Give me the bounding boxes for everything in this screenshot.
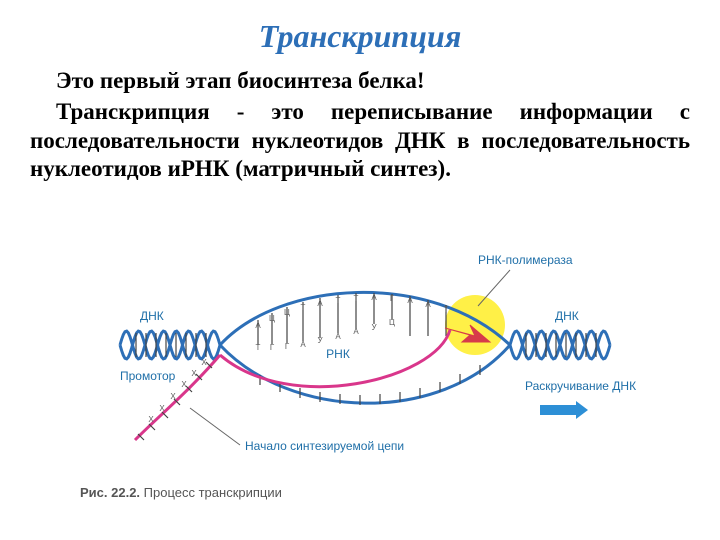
tail-x-letter: Х bbox=[191, 369, 197, 378]
dna-base-letter: А bbox=[371, 293, 377, 302]
dna-base-letter: Т bbox=[354, 294, 359, 303]
tail-x-letter: Х bbox=[181, 380, 187, 389]
rna-base-letter: Т bbox=[256, 343, 261, 352]
figure-caption-text: Процесс транскрипции bbox=[144, 485, 282, 500]
dna-base-letter: А bbox=[425, 300, 431, 309]
rna-base-letter: Г bbox=[285, 342, 290, 351]
polymerase-highlight bbox=[445, 295, 505, 355]
figure-caption: Рис. 22.2. Процесс транскрипции bbox=[80, 485, 282, 500]
rna-base-letter: Ц bbox=[389, 318, 395, 327]
dna-base-letter: Т bbox=[301, 303, 306, 312]
unwinding-arrow-icon bbox=[540, 401, 588, 419]
dna-base-letter: А bbox=[317, 299, 323, 308]
dna-base-letter: Г bbox=[390, 294, 395, 303]
diagram-label: РНК-полимераза bbox=[478, 253, 573, 267]
rna-base-letter: А bbox=[335, 332, 341, 341]
rna-base-letter: У bbox=[317, 336, 323, 345]
rna-base-letter: А bbox=[300, 340, 306, 349]
diagram-label: Раскручивание ДНК bbox=[525, 379, 636, 393]
diagram-label: Начало синтезируемой цепи bbox=[245, 439, 404, 453]
dna-base-letter: Ц bbox=[284, 308, 290, 317]
body-text: Это первый этап биосинтеза белка! Транск… bbox=[0, 67, 720, 184]
slide: Транскрипция Это первый этап биосинтеза … bbox=[0, 0, 720, 540]
rna-base-letter: А bbox=[353, 327, 359, 336]
paragraph-1: Это первый этап биосинтеза белка! bbox=[30, 67, 690, 96]
diagram-label: ДНК bbox=[140, 309, 164, 323]
tail-x-letter: Х bbox=[201, 358, 207, 367]
dna-base-letter: А bbox=[407, 296, 413, 305]
transcription-diagram: АЦЦТАТТАГААТТГГАУААУЦХХХХХХРНК-полимераз… bbox=[80, 250, 640, 470]
dna-base-letter: А bbox=[255, 321, 261, 330]
tail-x-letter: Х bbox=[170, 392, 176, 401]
slide-title: Транскрипция bbox=[0, 0, 720, 67]
pointer-line bbox=[478, 270, 510, 306]
rna-tail bbox=[135, 355, 220, 440]
diagram-label: Промотор bbox=[120, 369, 176, 383]
figure-number: Рис. 22.2. bbox=[80, 485, 140, 500]
rna-base-letter: Г bbox=[270, 343, 275, 352]
figure: АЦЦТАТТАГААТТГГАУААУЦХХХХХХРНК-полимераз… bbox=[80, 250, 640, 500]
diagram-label: РНК bbox=[326, 347, 350, 361]
dna-base-letter: Ц bbox=[269, 314, 275, 323]
pointer-line bbox=[190, 408, 240, 445]
tail-x-letter: Х bbox=[159, 404, 165, 413]
dna-base-letter: Т bbox=[444, 305, 449, 314]
tail-x-letter: Х bbox=[148, 415, 154, 424]
rna-base-letter: У bbox=[371, 323, 377, 332]
diagram-label: ДНК bbox=[555, 309, 579, 323]
dna-base-letter: Т bbox=[336, 296, 341, 305]
paragraph-2: Транскрипция - это переписывание информа… bbox=[30, 98, 690, 184]
